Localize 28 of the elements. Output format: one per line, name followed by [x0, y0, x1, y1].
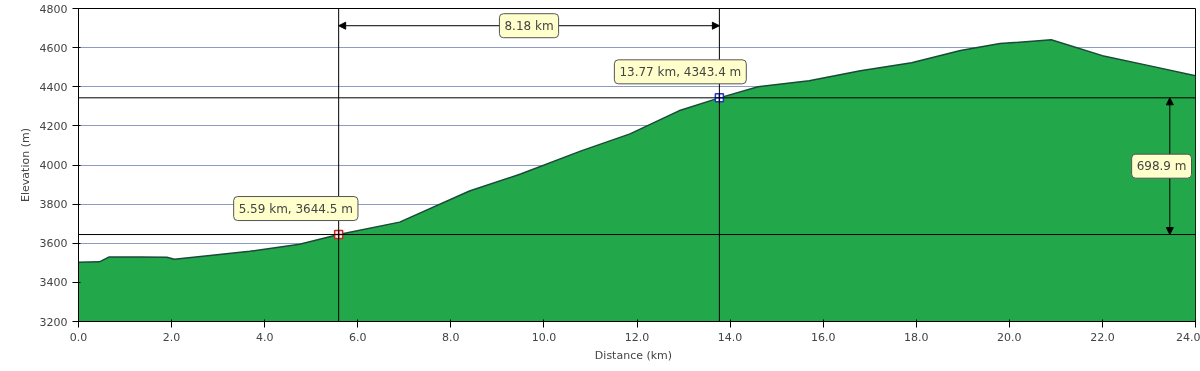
y-axis-title: Elevation (m) — [18, 128, 32, 202]
y-tick-label: 3600 — [39, 237, 68, 251]
annotation: 5.59 km, 3644.5 m — [238, 201, 353, 216]
x-axis-title: Distance (km) — [594, 348, 673, 362]
x-tick-label: 22.0 — [1090, 330, 1115, 344]
annotation: 13.77 km, 4343.4 m — [619, 64, 742, 79]
y-tick-label: 4400 — [39, 80, 68, 94]
x-tick-label: 6.0 — [349, 330, 367, 344]
x-tick-label: 18.0 — [904, 330, 929, 344]
x-tick-label: 16.0 — [810, 330, 836, 344]
x-tick-label: 2.0 — [162, 330, 181, 344]
annotation: 8.18 km — [504, 18, 554, 33]
x-tick-label: 0.0 — [69, 330, 88, 344]
y-tick-label: 4000 — [39, 159, 68, 172]
x-tick-label: 14.0 — [717, 330, 743, 344]
y-tick-label: 4600 — [39, 41, 68, 55]
x-tick-label: 12.0 — [624, 330, 650, 344]
y-tick-label: 3200 — [39, 315, 68, 329]
x-tick-label: 20.0 — [997, 330, 1022, 344]
annotation: 698.9 m — [1136, 159, 1187, 174]
y-tick-label: 4800 — [39, 2, 68, 16]
x-tick-label: 10.0 — [531, 330, 557, 344]
y-tick-label: 3400 — [39, 276, 68, 290]
y-tick-label: 3800 — [39, 198, 68, 212]
x-tick-label: 4.0 — [255, 330, 274, 344]
y-tick-label: 4200 — [39, 119, 68, 133]
x-tick-label: 8.0 — [442, 330, 460, 344]
x-tick-label: 24.0 — [1176, 330, 1200, 344]
